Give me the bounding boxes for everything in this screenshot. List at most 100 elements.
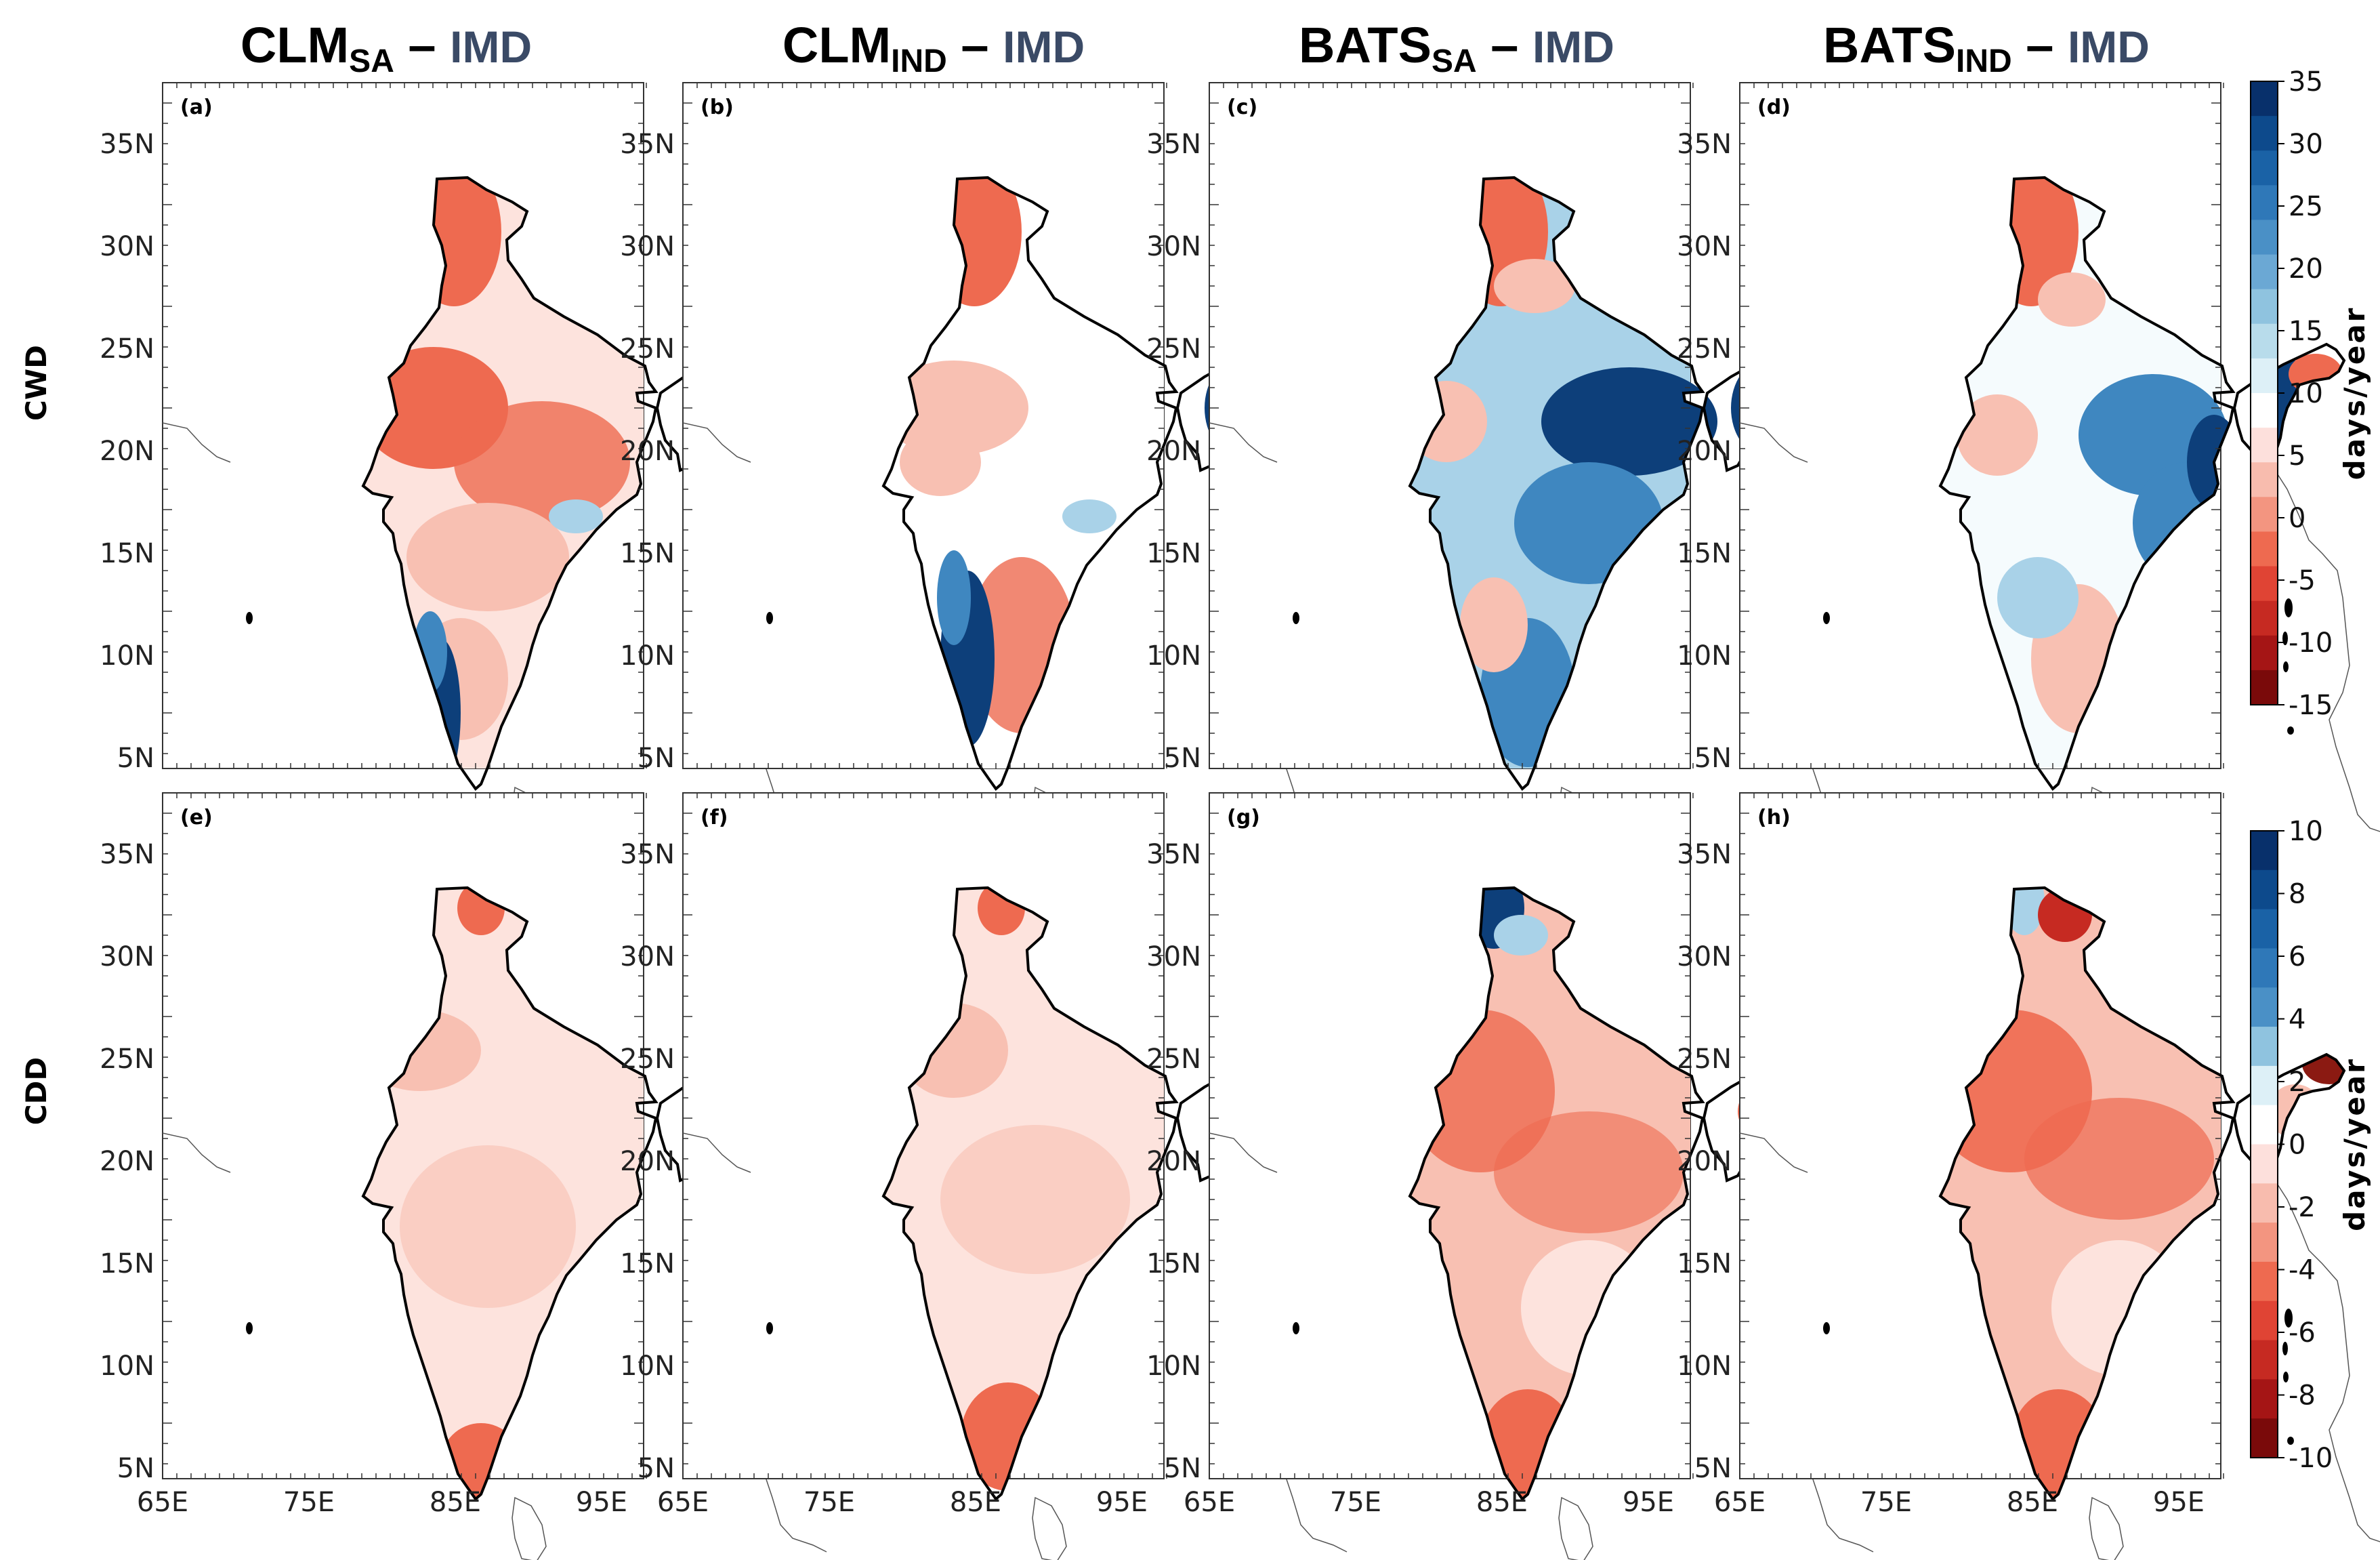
lat-tick-label: 10N (100, 1351, 154, 1382)
colorbar-segment (2251, 1418, 2278, 1458)
colorbar-tick-label: -5 (2289, 565, 2316, 596)
colorbar-tick-label: -10 (2289, 1443, 2333, 1474)
lat-tick-label: 25N (1146, 1044, 1201, 1075)
colorbar-segment (2251, 428, 2278, 463)
colorbar-tick-label: 2 (2289, 1067, 2305, 1098)
colorbar-segment (2251, 948, 2278, 988)
colorbar-segment (2251, 1183, 2278, 1223)
lon-tick-label: 75E (803, 1487, 855, 1518)
column-title-4: BATSIND – IMD (1823, 17, 2150, 79)
lat-tick-label: 5N (1694, 743, 1732, 774)
column-title-3: BATSSA – IMD (1299, 17, 1614, 79)
colorbar-segment (2251, 1223, 2278, 1263)
lat-tick-label: 35N (1146, 129, 1201, 160)
colorbar-segment (2251, 1144, 2278, 1184)
colorbar-segment (2251, 670, 2278, 705)
lon-tick-label: 75E (283, 1487, 335, 1518)
lat-tick-label: 20N (1146, 436, 1201, 467)
lat-tick-label: 25N (1677, 1044, 1732, 1075)
colorbar-tick-label: 25 (2289, 191, 2323, 222)
row-label-cwd: CWD (20, 345, 53, 421)
column-title-2: CLMIND – IMD (782, 17, 1085, 79)
panel-label: (d) (1757, 96, 1791, 119)
colorbar-tick-label: 8 (2289, 879, 2305, 910)
lat-tick-label: 30N (1677, 941, 1732, 972)
colorbar-segment (2251, 393, 2278, 428)
panel-label: (f) (701, 806, 728, 829)
lat-tick-label: 30N (1146, 941, 1201, 972)
lat-tick-label: 20N (1677, 1146, 1732, 1177)
colorbar-segment (2251, 81, 2278, 117)
colorbar-tick-label: 30 (2289, 129, 2323, 160)
colorbar-tick-label: 5 (2289, 440, 2305, 472)
colorbar-segment (2251, 869, 2278, 910)
lat-tick-label: 5N (638, 1453, 675, 1484)
lat-tick-label: 25N (100, 333, 154, 365)
colorbar-tick-label: 4 (2289, 1004, 2305, 1035)
lat-tick-label: 30N (100, 231, 154, 262)
lon-tick-label: 85E (430, 1487, 481, 1518)
colorbar-cwd: 35 30 25 20 15 10 5 0 -5 -10 -15 days/year (2250, 66, 2371, 721)
lon-tick-label: 75E (1860, 1487, 1912, 1518)
lat-tick-label: 30N (100, 941, 154, 972)
colorbar-tick-label: 35 (2289, 66, 2323, 98)
lat-tick-label: 5N (638, 743, 675, 774)
lon-tick-label: 85E (2007, 1487, 2058, 1518)
panel-label: (h) (1757, 806, 1791, 829)
lat-tick-label: 20N (100, 1146, 154, 1177)
colorbar-tick-label: -15 (2289, 690, 2333, 721)
colorbar-segment (2251, 831, 2278, 871)
lat-tick-label: 20N (620, 1146, 675, 1177)
lon-tick-label: 65E (1714, 1487, 1766, 1518)
colorbar-segment (2251, 1300, 2278, 1341)
lat-tick-label: 15N (100, 538, 154, 569)
colorbar-segment (2251, 323, 2278, 359)
lon-tick-label: 85E (1476, 1487, 1528, 1518)
colorbar-segment (2251, 1105, 2278, 1145)
colorbar-segment (2251, 1379, 2278, 1419)
colorbar-segment (2251, 185, 2278, 220)
lat-tick-label: 20N (1146, 1146, 1201, 1177)
lat-tick-label: 30N (620, 941, 675, 972)
lat-tick-label: 25N (1146, 333, 1201, 365)
lon-tick-label: 95E (1096, 1487, 1148, 1518)
colorbar-tick-label: -10 (2289, 628, 2333, 659)
lat-tick-label: 15N (1677, 1248, 1732, 1279)
colorbar-segment (2251, 987, 2278, 1027)
colorbar-segment (2251, 289, 2278, 325)
map-panel-b: (b) 35N 30N 25N 20N 15N 10N 5N (620, 82, 1348, 852)
colorbar-tick-label: 6 (2289, 941, 2305, 972)
lat-tick-label: 10N (620, 640, 675, 672)
colorbar-segment (2251, 358, 2278, 394)
colorbar-tick-label: 10 (2289, 378, 2323, 409)
lat-tick-label: 35N (1146, 839, 1201, 870)
lat-tick-label: 25N (100, 1044, 154, 1075)
lat-tick-label: 5N (1164, 743, 1201, 774)
colorbar-tick-label: 0 (2289, 1130, 2305, 1161)
lon-tick-label: 95E (2153, 1487, 2205, 1518)
lat-tick-label: 5N (1694, 1453, 1732, 1484)
panel-label: (b) (701, 96, 734, 119)
lat-tick-label: 30N (620, 231, 675, 262)
colorbar-unit-label: days/year (2338, 1057, 2371, 1231)
colorbar-segment (2251, 150, 2278, 186)
colorbar-segment (2251, 462, 2278, 497)
panel-label: (g) (1227, 806, 1260, 829)
lat-tick-label: 15N (1146, 1248, 1201, 1279)
colorbar-segment (2251, 220, 2278, 255)
lat-tick-label: 35N (1677, 129, 1732, 160)
colorbar-tick-label: 20 (2289, 253, 2323, 285)
lat-tick-label: 35N (620, 839, 675, 870)
lat-tick-label: 5N (117, 743, 154, 774)
lon-tick-label: 95E (1623, 1487, 1674, 1518)
colorbar-segment (2251, 497, 2278, 532)
colorbar-tick-label: 0 (2289, 503, 2305, 534)
lat-tick-label: 20N (100, 436, 154, 467)
lat-tick-label: 20N (620, 436, 675, 467)
colorbar-segment (2251, 1027, 2278, 1067)
lat-tick-label: 25N (1677, 333, 1732, 365)
lon-tick-label: 75E (1330, 1487, 1381, 1518)
